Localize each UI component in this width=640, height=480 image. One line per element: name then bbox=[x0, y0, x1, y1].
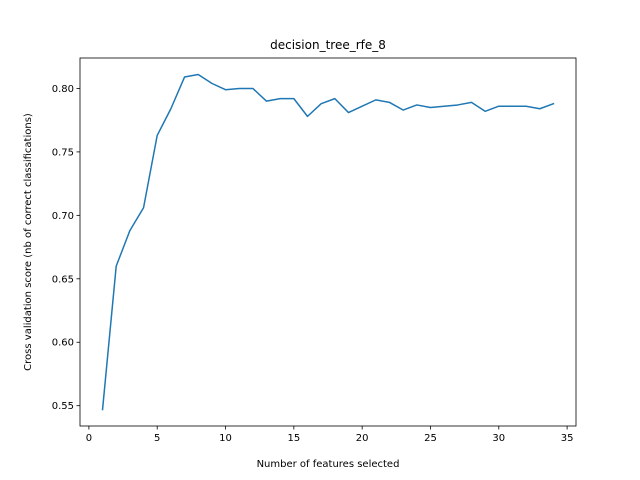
chart-title: decision_tree_rfe_8 bbox=[270, 38, 386, 52]
x-tick-label: 10 bbox=[219, 433, 232, 444]
x-tick-label: 35 bbox=[561, 433, 574, 444]
x-tick-label: 20 bbox=[356, 433, 369, 444]
y-axis-label: Cross validation score (nb of correct cl… bbox=[23, 113, 34, 371]
y-tick-label: 0.65 bbox=[52, 274, 74, 285]
x-tick-label: 0 bbox=[86, 433, 92, 444]
axes-frame bbox=[79, 57, 577, 427]
x-tick-label: 5 bbox=[154, 433, 160, 444]
x-tick-label: 15 bbox=[287, 433, 300, 444]
x-axis-label: Number of features selected bbox=[257, 459, 400, 470]
y-tick-label: 0.80 bbox=[52, 84, 74, 95]
y-tick-label: 0.70 bbox=[52, 211, 74, 222]
series-line-cv_score bbox=[101, 73, 555, 411]
ticks: 0 5 10 15 20 25 30 35 0.55 0.60 0.65 0.70 0.75 0.80 bbox=[52, 84, 574, 444]
y-tick-label: 0.60 bbox=[52, 338, 74, 349]
plot-area bbox=[79, 57, 577, 427]
y-tick-label: 0.75 bbox=[52, 147, 74, 158]
x-tick-label: 30 bbox=[492, 433, 505, 444]
x-tick-label: 25 bbox=[424, 433, 437, 444]
y-tick-label: 0.55 bbox=[52, 401, 74, 412]
